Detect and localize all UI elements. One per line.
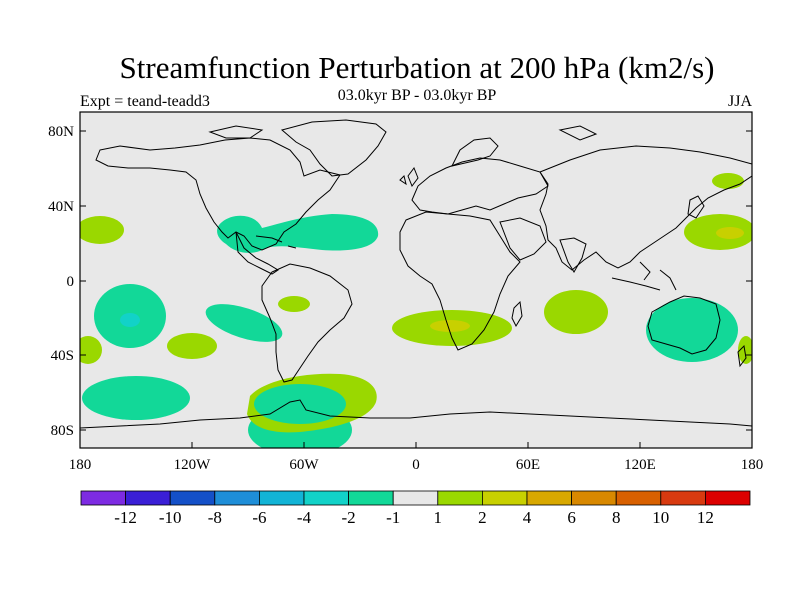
map-background bbox=[80, 112, 752, 448]
season-label: JJA bbox=[727, 93, 752, 110]
colorbar-label: 8 bbox=[612, 508, 621, 527]
colorbar: -12 -10 -8 -6 -4 -2 -1 1 2 4 6 8 10 12 bbox=[80, 490, 751, 527]
coastline-new-zealand bbox=[737, 344, 747, 368]
coastline-arctic-islands bbox=[208, 125, 598, 141]
coastline-japan bbox=[687, 195, 705, 219]
coastline-europe bbox=[411, 157, 549, 215]
colorbar-label: -12 bbox=[114, 508, 137, 527]
period-label: 03.0kyr BP - 03.0kyr BP bbox=[337, 87, 497, 104]
contour-region bbox=[80, 336, 102, 364]
colorbar-label: -4 bbox=[297, 508, 312, 527]
coastline-greenland bbox=[280, 119, 387, 177]
contour-fill-layer bbox=[80, 173, 752, 448]
colorbar-swatch bbox=[437, 490, 483, 506]
lon-tick-label: 120W bbox=[174, 457, 212, 473]
coastline-madagascar bbox=[511, 300, 523, 328]
colorbar-swatch bbox=[571, 490, 617, 506]
colorbar-label: 12 bbox=[697, 508, 714, 527]
contour-region bbox=[544, 290, 608, 334]
coastline-india bbox=[559, 237, 587, 273]
colorbar-label: 6 bbox=[567, 508, 576, 527]
colorbar-swatch bbox=[258, 490, 305, 506]
coastline-asia bbox=[539, 145, 752, 271]
contour-region bbox=[80, 216, 124, 244]
longitude-axis bbox=[79, 442, 753, 448]
colorbar-swatch bbox=[169, 490, 216, 506]
coastline-africa bbox=[399, 211, 521, 351]
colorbar-label: 1 bbox=[434, 508, 443, 527]
coastline-antarctica bbox=[80, 399, 752, 429]
colorbar-label: -1 bbox=[386, 508, 400, 527]
colorbar-label: 10 bbox=[652, 508, 669, 527]
lon-tick-label: 180 bbox=[69, 457, 92, 473]
contour-region bbox=[120, 313, 140, 327]
colorbar-swatch bbox=[214, 490, 260, 506]
contour-region bbox=[167, 333, 217, 359]
coastline-caribbean bbox=[255, 235, 297, 249]
lat-tick-label: 80N bbox=[48, 124, 74, 140]
coastlines bbox=[80, 119, 752, 429]
colorbar-swatch bbox=[392, 490, 439, 506]
colorbar-swatch bbox=[481, 490, 528, 506]
lon-tick-label: 0 bbox=[412, 457, 420, 473]
coastline-central-america bbox=[235, 231, 279, 275]
colorbar-swatch bbox=[348, 490, 394, 506]
coastline-indonesia bbox=[611, 261, 677, 291]
plot-title: Streamfunction Perturbation at 200 hPa (… bbox=[119, 50, 715, 85]
colorbar-swatch bbox=[526, 490, 572, 506]
contour-region bbox=[716, 227, 744, 239]
lon-tick-label: 120E bbox=[624, 457, 656, 473]
colorbar-label: -6 bbox=[252, 508, 266, 527]
contour-region bbox=[646, 298, 738, 362]
colorbar-swatch bbox=[660, 490, 706, 506]
contour-region bbox=[82, 376, 190, 420]
lat-tick-label: 0 bbox=[67, 274, 75, 290]
lat-tick-label: 80S bbox=[51, 423, 74, 439]
colorbar-label: 2 bbox=[478, 508, 487, 527]
coastline-australia bbox=[647, 295, 721, 355]
lon-tick-label: 60W bbox=[289, 457, 319, 473]
lat-tick-label: 40S bbox=[51, 348, 74, 364]
contour-region bbox=[254, 384, 346, 424]
colorbar-label: -10 bbox=[159, 508, 182, 527]
coastline-british-isles bbox=[399, 166, 419, 188]
contour-region bbox=[205, 304, 283, 342]
lon-tick-label: 180 bbox=[741, 457, 764, 473]
latitude-axis bbox=[80, 130, 752, 431]
colorbar-swatch bbox=[80, 490, 126, 506]
contour-region bbox=[712, 173, 744, 189]
colorbar-swatch bbox=[615, 490, 662, 506]
colorbar-label: 4 bbox=[523, 508, 532, 527]
colorbar-swatch bbox=[303, 490, 349, 506]
colorbar-label: -2 bbox=[342, 508, 356, 527]
coastline-scandinavia bbox=[451, 137, 499, 167]
colorbar-label: -8 bbox=[208, 508, 222, 527]
contour-region bbox=[217, 214, 379, 253]
contour-region bbox=[278, 296, 310, 312]
coastline-south-america bbox=[261, 263, 353, 383]
contour-region bbox=[430, 320, 470, 332]
lon-tick-label: 60E bbox=[516, 457, 540, 473]
colorbar-swatch bbox=[705, 490, 751, 506]
colorbar-swatch bbox=[125, 490, 171, 506]
experiment-label: Expt = teand-teadd3 bbox=[80, 93, 210, 110]
coastline-arabia bbox=[499, 217, 547, 261]
lat-tick-label: 40N bbox=[48, 199, 74, 215]
